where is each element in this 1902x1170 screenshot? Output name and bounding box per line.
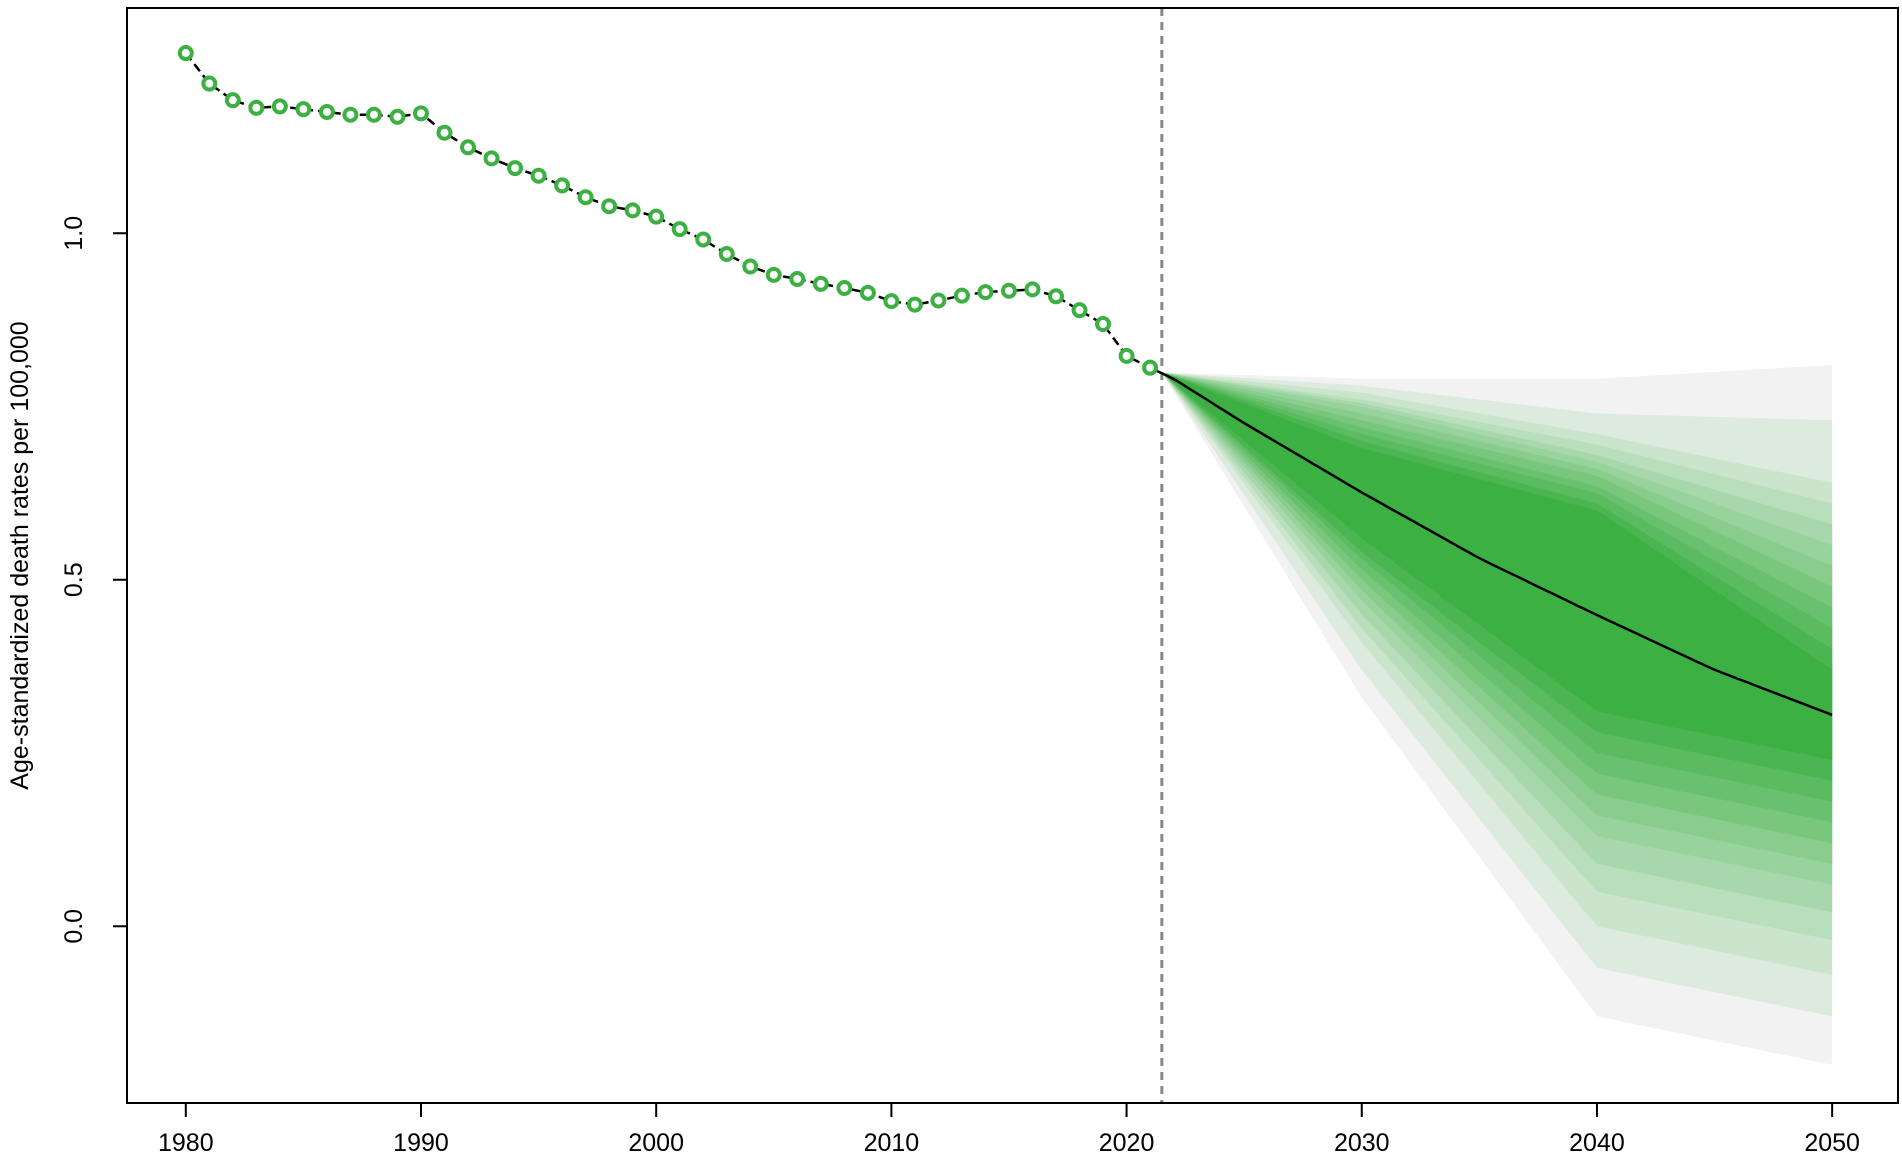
data-point bbox=[577, 189, 594, 206]
data-point bbox=[883, 293, 900, 310]
data-point bbox=[1095, 316, 1112, 333]
data-point bbox=[930, 292, 947, 309]
data-point bbox=[906, 296, 923, 313]
x-tick-label: 2040 bbox=[1569, 1129, 1625, 1157]
data-point bbox=[412, 105, 429, 122]
data-point bbox=[1142, 359, 1159, 376]
data-point bbox=[624, 202, 641, 219]
data-point bbox=[1071, 302, 1088, 319]
x-tick-label: 1980 bbox=[158, 1129, 214, 1157]
observed-points bbox=[177, 45, 1159, 376]
data-point bbox=[248, 99, 265, 116]
data-point bbox=[789, 270, 806, 287]
data-point bbox=[765, 266, 782, 283]
data-point bbox=[389, 108, 406, 125]
x-tick-label: 1990 bbox=[393, 1129, 449, 1157]
x-tick-label: 2010 bbox=[864, 1129, 920, 1157]
data-point bbox=[177, 45, 194, 62]
data-point bbox=[460, 139, 477, 156]
data-point bbox=[671, 221, 688, 238]
data-point bbox=[342, 106, 359, 123]
data-point bbox=[554, 177, 571, 194]
data-point bbox=[1048, 288, 1065, 305]
data-point bbox=[436, 124, 453, 141]
data-point bbox=[953, 287, 970, 304]
data-point bbox=[507, 160, 524, 177]
data-point bbox=[318, 103, 335, 120]
data-point bbox=[530, 167, 547, 184]
data-point bbox=[977, 284, 994, 301]
y-tick-label: 0.0 bbox=[60, 909, 88, 944]
y-axis-label: Age-standardized death rates per 100,000 bbox=[6, 321, 34, 789]
x-tick-label: 2020 bbox=[1099, 1129, 1155, 1157]
y-axis: 0.0 0.5 1.0 bbox=[60, 216, 128, 944]
data-point bbox=[483, 150, 500, 167]
data-point bbox=[695, 231, 712, 248]
y-tick-label: 0.5 bbox=[60, 562, 88, 597]
data-point bbox=[648, 208, 665, 225]
x-axis: 1980 1990 2000 2010 2020 2030 2040 2050 bbox=[158, 1102, 1860, 1157]
uncertainty-bands bbox=[1161, 364, 1833, 1065]
data-point bbox=[271, 98, 288, 115]
data-point bbox=[601, 198, 618, 215]
data-point bbox=[365, 106, 382, 123]
data-point bbox=[812, 275, 829, 292]
data-point bbox=[201, 75, 218, 92]
data-point bbox=[1000, 282, 1017, 299]
data-point bbox=[718, 246, 735, 263]
data-point bbox=[836, 279, 853, 296]
data-point bbox=[224, 92, 241, 109]
data-point bbox=[1118, 347, 1135, 364]
data-point bbox=[1024, 281, 1041, 298]
forecast-line bbox=[1149, 366, 1833, 717]
data-point bbox=[859, 284, 876, 301]
x-tick-label: 2030 bbox=[1334, 1129, 1390, 1157]
data-point bbox=[295, 101, 312, 118]
data-point bbox=[742, 258, 759, 275]
y-tick-label: 1.0 bbox=[60, 216, 88, 251]
x-tick-label: 2050 bbox=[1804, 1129, 1860, 1157]
x-tick-label: 2000 bbox=[628, 1129, 684, 1157]
